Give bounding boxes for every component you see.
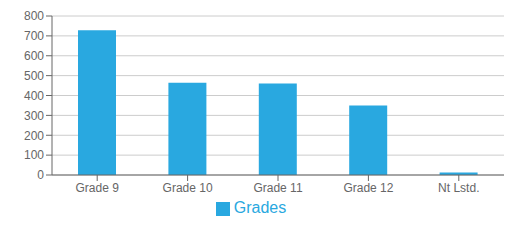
html-text:Grades: Grades bbox=[233, 199, 287, 216]
svg-text:200: 200 bbox=[24, 129, 44, 143]
svg-text:600: 600 bbox=[24, 49, 44, 63]
svg-text:Grade 11: Grade 11 bbox=[253, 181, 302, 195]
svg-text:700: 700 bbox=[24, 29, 44, 43]
svg-text:Nt Lstd.: Nt Lstd. bbox=[438, 181, 479, 195]
svg-text:Grade 12: Grade 12 bbox=[343, 181, 393, 195]
svg-text:300: 300 bbox=[24, 109, 44, 123]
svg-text:0: 0 bbox=[37, 168, 44, 182]
svg-text:400: 400 bbox=[24, 89, 44, 103]
svg-text:Grade 9: Grade 9 bbox=[76, 181, 120, 195]
svg-text:100: 100 bbox=[24, 148, 44, 162]
svg-text:500: 500 bbox=[24, 69, 44, 83]
svg-text:Grade 10: Grade 10 bbox=[163, 181, 213, 195]
svg-text:800: 800 bbox=[24, 9, 44, 23]
